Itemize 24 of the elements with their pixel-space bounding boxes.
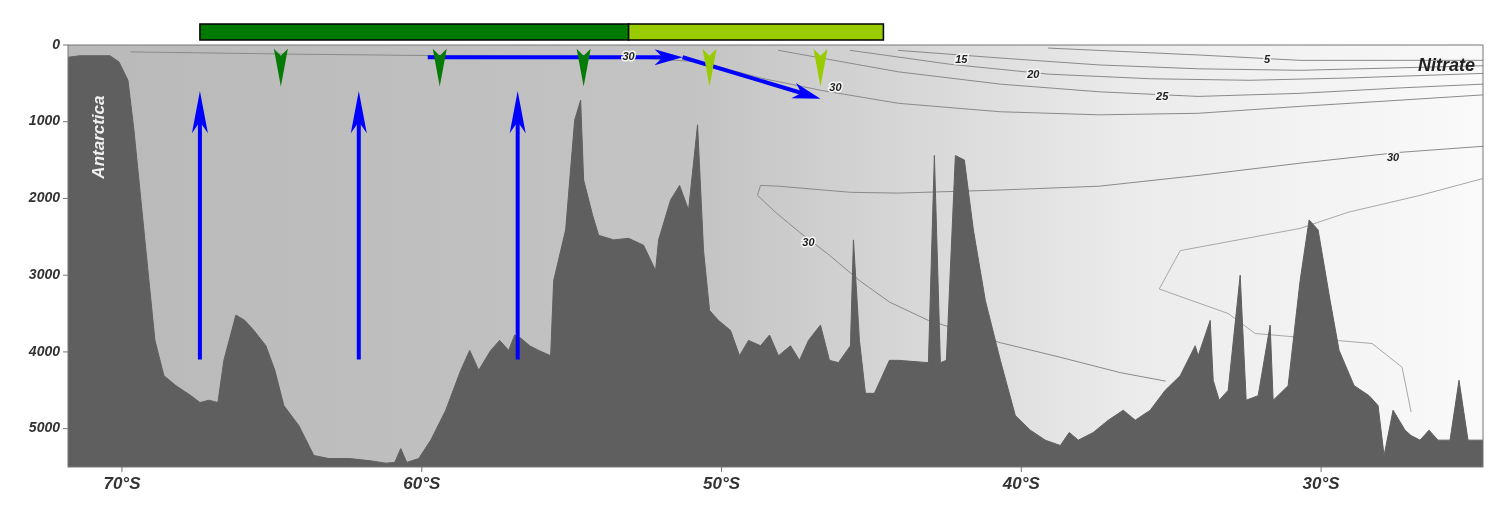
x-tick-label: 60°S <box>403 474 441 493</box>
line-series <box>1158 178 1483 413</box>
annotation: 20 <box>1026 67 1041 80</box>
y-tick-label: 1000 <box>28 112 61 129</box>
x-tick-label: 70°S <box>103 474 142 493</box>
annotation: 30 <box>1386 150 1401 163</box>
y-tick-label: 3000 <box>28 265 61 282</box>
y-tick-label: 2000 <box>27 189 61 206</box>
annotation: 30 <box>829 80 843 93</box>
line-series <box>897 49 1483 71</box>
y-tick-label: 0 <box>52 35 61 52</box>
annotation: Antarctica <box>89 95 109 180</box>
x-tick-label: 50°S <box>703 474 741 493</box>
annotation: 30 <box>802 235 816 248</box>
line-series <box>757 145 1483 382</box>
y-tick-label: 4000 <box>27 342 61 359</box>
x-tick-label: 30°S <box>1302 474 1341 493</box>
annotation: Nitrate <box>1417 55 1475 75</box>
annotation: 5 <box>1264 53 1272 66</box>
annotation: 15 <box>955 53 969 66</box>
annotation: 25 <box>1155 90 1170 103</box>
x-tick-label: 40°S <box>1001 474 1041 493</box>
y-tick-label: 5000 <box>28 419 61 436</box>
line-series <box>849 49 1483 81</box>
